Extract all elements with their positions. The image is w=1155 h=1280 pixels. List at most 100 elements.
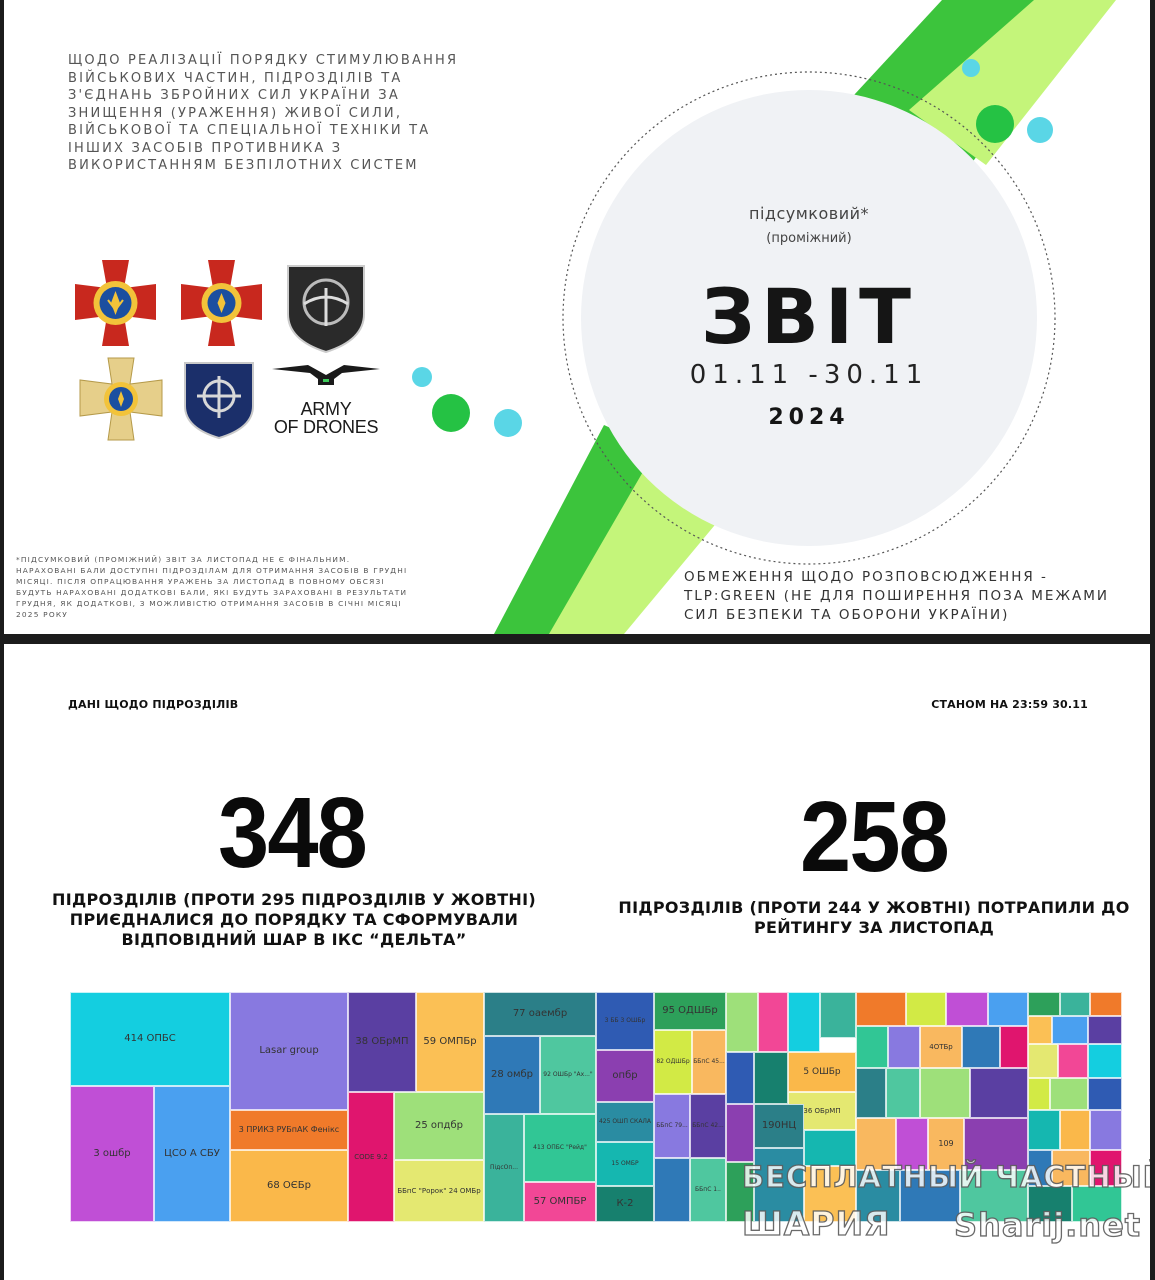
treemap-tile-label: 59 ОМПБр [423,1036,477,1047]
treemap-tile: 28 омбр [484,1036,540,1114]
treemap-tile-label: 3 ПРИКЗ РУБпАК Фенікс [238,1125,340,1134]
treemap-tile-label: ЦСО А СБУ [164,1148,220,1159]
treemap-tile-label: 109 [938,1139,954,1148]
treemap-tile-label: ББпС 45... [693,1058,725,1065]
report-circle-dashed [562,71,1056,565]
treemap-tile: 3 ББ 3 ОШБр [596,992,654,1050]
treemap-tile [964,1118,1028,1170]
treemap-tile [960,1170,1028,1222]
treemap-tile: ББпС 1.. [690,1158,726,1222]
treemap-tile [1028,1186,1072,1222]
treemap-tile [856,992,906,1026]
footnote-line: БУДУТЬ НАРАХОВАНІ ДОДАТКОВІ БАЛИ, ЯКІ БУ… [16,588,408,597]
treemap-tile [1028,992,1060,1016]
treemap-tile: ПідсОп... [484,1114,524,1222]
treemap-tile: 190НЦ [754,1104,804,1148]
treemap-tile [988,992,1028,1026]
treemap-tile [754,1052,788,1104]
treemap-tile-label: 15 ОМБР [611,1160,639,1167]
treemap-tile [888,1026,920,1068]
treemap-tile-label: 4ОТБр [929,1043,953,1051]
treemap-tile [886,1068,920,1118]
treemap-tile [1028,1078,1050,1110]
stat-ranked-value: 258 [799,781,950,893]
treemap-tile [1090,992,1122,1016]
treemap-tile-label: К-2 [616,1198,634,1209]
treemap-tile [1072,1186,1122,1222]
treemap-tile-label: 38 ОБрМП [355,1036,409,1047]
treemap-tile: 5 ОШБр [788,1052,856,1092]
footnote: *ПІДСУМКОВИЙ (ПРОМІЖНИЙ) ЗВІТ ЗА ЛИСТОПА… [16,554,456,620]
treemap-tile-label: ПідсОп... [490,1164,518,1171]
footnote-line: ГРУДНЯ, ЯК ДОДАТКОВІ, З МОЖЛИВІСТЮ ОТРИМ… [16,599,402,608]
treemap-tile: 38 ОБрМП [348,992,416,1092]
treemap-tile: ББпС 79... [654,1094,690,1158]
restriction-line: СИЛ БЕЗПЕКИ ТА ОБОРОНИ УКРАЇНИ) [684,607,1010,623]
treemap-tile [726,1052,754,1104]
treemap-tile [804,1166,856,1222]
treemap-tile: 109 [928,1118,964,1170]
treemap-tile [1028,1016,1052,1044]
treemap-tile: ББпС "Ророк" 24 ОМБр [394,1160,484,1222]
treemap-tile [1088,1078,1122,1110]
treemap-tile [1088,1044,1122,1078]
footnote-line: 2025 РОКУ [16,610,68,619]
treemap-tile: 425 ОШП СКАЛА [596,1102,654,1142]
stat-joined-value: 348 [217,777,368,889]
treemap-tile [726,1162,754,1222]
title-line: З'ЄДНАНЬ ЗБРОЙНИХ СИЛ УКРАЇНИ ЗА [68,88,400,103]
dot-cyan-2 [1027,117,1053,143]
treemap-tile: К-2 [596,1186,654,1222]
treemap-tile: ЦСО А СБУ [154,1086,230,1222]
special-cross-emblem-icon [79,357,163,441]
treemap-tile [900,1170,960,1222]
title-line: ЩОДО РЕАЛІЗАЦІЇ ПОРЯДКУ СТИМУЛЮВАННЯ [68,53,459,68]
caption-line: ПІДРОЗДІЛІВ (ПРОТИ 295 ПІДРОЗДІЛІВ У ЖОВ… [52,890,536,909]
treemap-tile [1052,1150,1090,1186]
dot-cyan-3 [412,367,432,387]
watermark-line-3: Sharij.net [953,1205,1142,1244]
treemap-tile: 25 опдбр [394,1092,484,1160]
stat-joined-caption: ПІДРОЗДІЛІВ (ПРОТИ 295 ПІДРОЗДІЛІВ У ЖОВ… [44,890,544,950]
treemap-tile-label: 82 ОДШБр [656,1058,690,1065]
army-of-drones-line: ARMY [300,399,352,419]
cover-slide: ЩОДО РЕАЛІЗАЦІЇ ПОРЯДКУ СТИМУЛЮВАННЯ ВІЙ… [4,0,1150,634]
treemap-tile [820,992,856,1038]
report-subtitle-secondary: (проміжний) [766,231,852,246]
treemap-tile: 82 ОДШБр [654,1030,692,1094]
treemap-tile: опбр [596,1050,654,1102]
dot-green-1 [976,105,1014,143]
restriction-line: TLP:GREEN (НЕ ДЛЯ ПОШИРЕННЯ ПОЗА МЕЖАМИ [684,588,1109,604]
treemap-tile: 68 ОЄБр [230,1150,348,1222]
treemap-tile-label: Lasar group [259,1045,319,1056]
treemap-tile [946,992,988,1026]
title-line: ВІЙСЬКОВОЇ ТА СПЕЦІАЛЬНОЇ ТЕХНІКИ ТА [68,123,431,138]
air-unit-shield-icon [184,362,254,440]
treemap-tile: Lasar group [230,992,348,1110]
treemap-tile [1090,1150,1122,1186]
treemap-tile [1050,1078,1088,1110]
treemap-tile [726,992,758,1052]
treemap-tile [754,1148,804,1222]
treemap-tile: 57 ОМПБР [524,1182,596,1222]
treemap-tile: 414 ОПБС [70,992,230,1086]
treemap-tile: 59 ОМПБр [416,992,484,1092]
treemap-tile [758,992,788,1052]
dot-cyan-1 [962,59,980,77]
treemap-tile-label: опбр [612,1070,638,1081]
units-treemap: 414 ОПБС 3 ошбр ЦСО А СБУ Lasar group 3 ПРИК… [70,992,1122,1222]
treemap-tile [856,1026,888,1068]
title-line: ВИКОРИСТАННЯМ БЕЗПІЛОТНИХ СИСТЕМ [68,158,419,173]
caption-line: ПРИЄДНАЛИСЯ ДО ПОРЯДКУ ТА СФОРМУВАЛИ [69,910,519,929]
treemap-tile [856,1118,896,1170]
title-line: ВІЙСЬКОВИХ ЧАСТИН, ПІДРОЗДІЛІВ ТА [68,70,403,86]
treemap-tile-label: 36 ОБрМП [803,1107,841,1115]
caption-line: ВІДПОВІДНИЙ ШАР В ІКС “ДЕЛЬТА” [121,930,467,949]
zsu-emblem-icon [75,260,156,346]
treemap-tile-label: 95 ОДШБр [662,1005,718,1016]
treemap-tile-label: 190НЦ [761,1120,797,1131]
treemap-tile: 3 ПРИКЗ РУБпАК Фенікс [230,1110,348,1150]
treemap-tile-label: 57 ОМПБР [533,1196,587,1207]
treemap-tile-label: 77 оаембр [512,1008,568,1019]
title-line: ІНШИХ ЗАСОБІВ ПРОТИВНИКА З [68,140,343,156]
